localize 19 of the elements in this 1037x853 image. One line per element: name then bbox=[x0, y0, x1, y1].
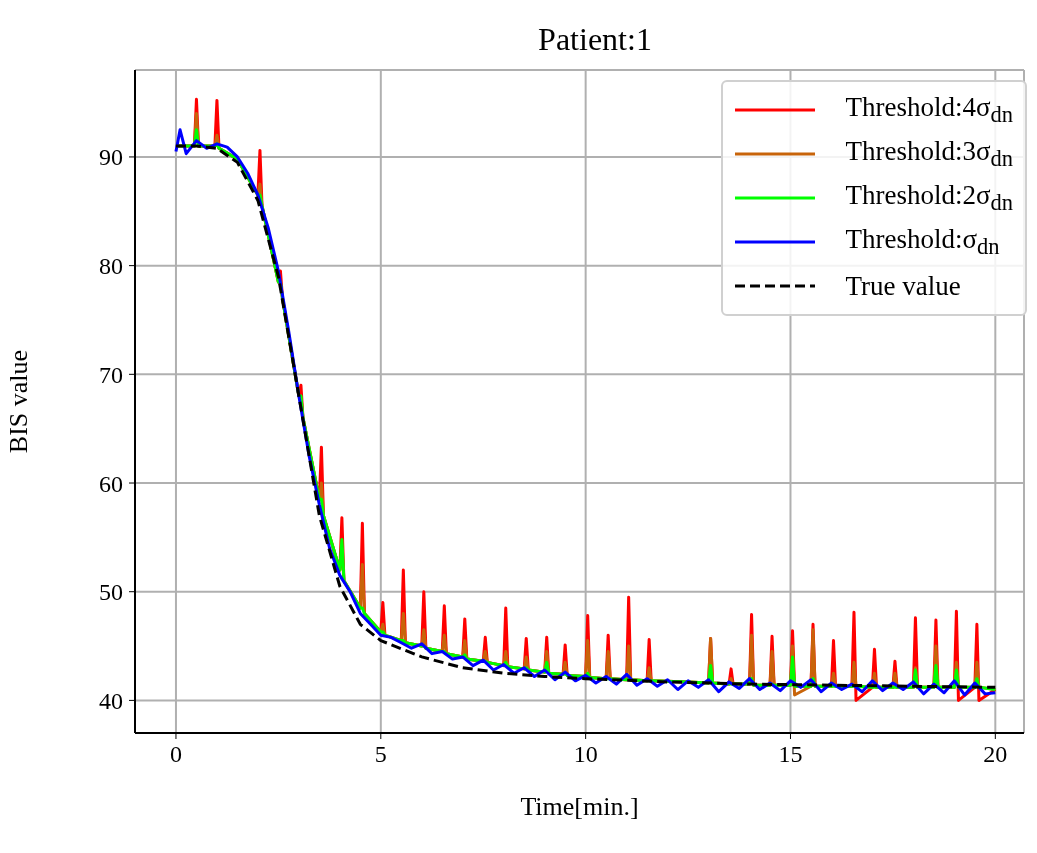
y-tick-label: 50 bbox=[99, 579, 123, 606]
y-tick-label: 80 bbox=[99, 253, 123, 280]
x-tick-label: 15 bbox=[778, 741, 803, 768]
chart-title: Patient:1 bbox=[538, 21, 652, 57]
y-tick-label: 60 bbox=[99, 470, 123, 497]
y-axis-title: BIS value bbox=[4, 349, 34, 454]
x-tick-label: 10 bbox=[573, 741, 598, 768]
x-tick-label: 0 bbox=[169, 741, 182, 768]
legend-label: Threshold:3σ$_{dn}$ bbox=[845, 135, 1013, 173]
y-tick-label: 40 bbox=[99, 687, 123, 714]
y-tick-label: 70 bbox=[99, 361, 123, 388]
x-tick-label: 20 bbox=[983, 741, 1008, 768]
x-axis-title: Time[min.] bbox=[520, 792, 639, 821]
legend-label: Threshold:2σ$_{dn}$ bbox=[845, 179, 1013, 217]
legend-label: Threshold:σ$_{dn}$ bbox=[845, 223, 1000, 261]
legend-label: Threshold:4σ$_{dn}$ bbox=[845, 91, 1013, 129]
legend-label: True value bbox=[845, 270, 961, 302]
y-tick-label: 90 bbox=[99, 144, 123, 171]
x-tick-label: 5 bbox=[374, 741, 387, 768]
